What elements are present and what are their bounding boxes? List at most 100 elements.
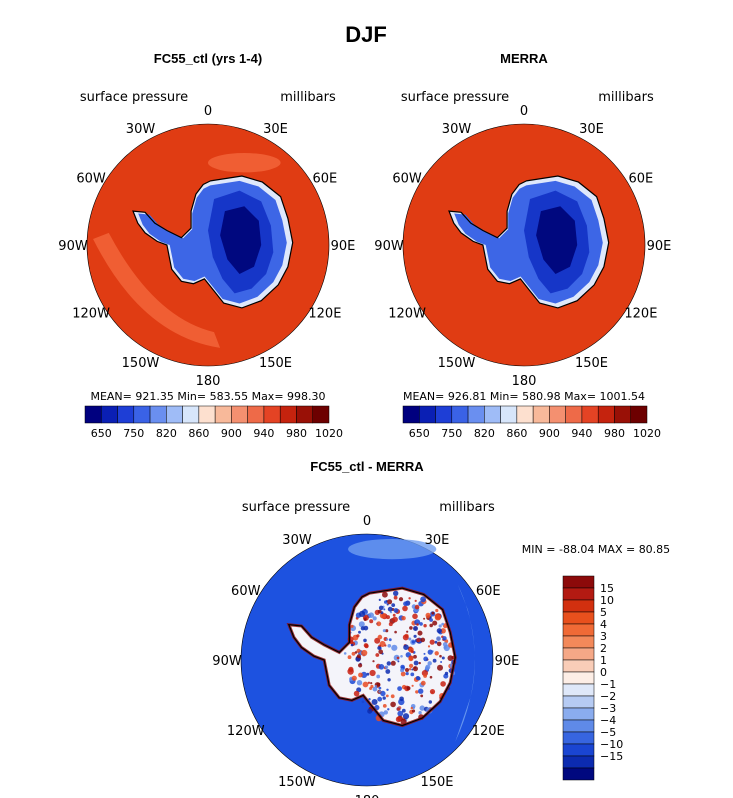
diff-speckle bbox=[382, 696, 386, 700]
diff-speckle bbox=[425, 612, 431, 619]
diff-speckle bbox=[393, 608, 399, 613]
diff-speckle bbox=[371, 699, 378, 705]
colorbar-cell bbox=[435, 405, 453, 424]
diff-speckle bbox=[393, 590, 399, 596]
colorbar-tick-label: 820 bbox=[156, 427, 177, 440]
coastline bbox=[132, 175, 294, 309]
diff-speckle bbox=[351, 675, 357, 681]
diff-speckle bbox=[383, 608, 386, 611]
lon-label-60e: 60E bbox=[476, 584, 501, 599]
diff-speckle bbox=[396, 656, 400, 660]
diff-speckle bbox=[378, 686, 382, 690]
colorbar-tick-label: 940 bbox=[253, 427, 274, 440]
panel-diff: FC55_ctl - MERRA surface pressure millibar… bbox=[240, 459, 670, 787]
colorbar-cell bbox=[562, 659, 595, 673]
diff-speckle bbox=[408, 668, 412, 671]
diff-speckle bbox=[353, 690, 360, 697]
diff-speckle bbox=[427, 649, 433, 655]
colorbar-tick-label: 2 bbox=[600, 642, 607, 655]
diff-speckle bbox=[429, 639, 435, 645]
colorbar-cell bbox=[562, 623, 595, 637]
diff-speckle bbox=[358, 621, 365, 628]
diff-speckle bbox=[406, 686, 411, 691]
diff-speckle bbox=[441, 656, 445, 660]
diff-speckle bbox=[391, 644, 398, 651]
colorbar-tick-label: 4 bbox=[600, 618, 607, 631]
diff-speckle bbox=[412, 613, 418, 620]
colorbar-cell bbox=[198, 405, 216, 424]
lon-label-90w: 90W bbox=[374, 239, 404, 254]
diff-speckle bbox=[385, 629, 389, 633]
diff-speckle bbox=[388, 622, 393, 627]
lon-label-120w: 120W bbox=[72, 307, 110, 322]
lon-label-120e: 120E bbox=[308, 307, 341, 322]
colorbar-cell bbox=[562, 635, 595, 649]
diff-speckle bbox=[401, 616, 406, 621]
diff-speckle bbox=[397, 710, 404, 717]
lon-label-30w: 30W bbox=[442, 122, 472, 137]
diff-speckle bbox=[394, 630, 397, 634]
lon-label-30w: 30W bbox=[282, 533, 312, 548]
colorbar-tick-label: 750 bbox=[441, 427, 462, 440]
diff-speckle bbox=[358, 630, 361, 634]
diff-speckle bbox=[378, 690, 382, 693]
colorbar-cell bbox=[562, 683, 595, 697]
diff-speckle bbox=[429, 618, 433, 622]
colorbar-cell bbox=[614, 405, 631, 424]
diff-speckle bbox=[401, 708, 406, 713]
colorbar-tick-label: 15 bbox=[600, 582, 614, 595]
diff-speckle bbox=[356, 654, 361, 659]
lon-label-120w: 120W bbox=[227, 724, 265, 739]
diff-speckle bbox=[390, 701, 396, 708]
diff-speckle bbox=[442, 636, 447, 641]
diff-speckle bbox=[361, 700, 365, 704]
diff-speckle bbox=[366, 672, 370, 676]
lon-label-180: 180 bbox=[196, 374, 221, 389]
diff-speckle bbox=[428, 700, 432, 704]
lon-label-60w: 60W bbox=[231, 584, 261, 599]
colorbar-tick-label: −4 bbox=[600, 714, 616, 727]
colorbar-cell bbox=[562, 755, 595, 769]
diff-speckle bbox=[372, 616, 377, 621]
diff-speckle bbox=[382, 629, 386, 633]
colorbar-tick-label: 980 bbox=[286, 427, 307, 440]
colorbar-cell bbox=[263, 405, 281, 424]
diff-speckle bbox=[362, 681, 369, 688]
diff-speckle bbox=[420, 694, 424, 698]
diff-speckle bbox=[437, 664, 443, 671]
diff-speckle bbox=[444, 671, 449, 676]
diff-speckle bbox=[432, 658, 437, 663]
colorbar-cell bbox=[562, 719, 595, 733]
colorbar-cell bbox=[597, 405, 615, 424]
lon-label-90e: 90E bbox=[647, 239, 672, 254]
diff-speckle bbox=[343, 652, 347, 655]
lon-label-120e: 120E bbox=[624, 307, 657, 322]
colorbar-cell bbox=[247, 405, 265, 424]
colorbar-tick-label: 650 bbox=[91, 427, 112, 440]
coastline bbox=[448, 175, 610, 309]
colorbar-cell bbox=[84, 405, 102, 424]
panel-obs: MERRA surface pressure millibars MEAN= 926.… bbox=[401, 51, 661, 440]
diff-speckle bbox=[376, 674, 381, 679]
colorbar-tick-label: 860 bbox=[188, 427, 209, 440]
colorbar-cell bbox=[562, 671, 595, 685]
lon-label-90w: 90W bbox=[58, 239, 88, 254]
colorbar-tick-label: −15 bbox=[600, 750, 623, 763]
diff-speckle bbox=[374, 685, 377, 688]
colorbar-tick-label: 750 bbox=[123, 427, 144, 440]
diff-speckle bbox=[389, 611, 393, 614]
diff-speckle bbox=[347, 655, 352, 660]
diff-speckle bbox=[443, 644, 450, 652]
diff-speckle bbox=[363, 638, 367, 643]
colorbar-tick-label: −5 bbox=[600, 726, 616, 739]
diff-speckle bbox=[418, 688, 424, 694]
diff-speckle bbox=[360, 626, 365, 631]
diff-speckle bbox=[435, 608, 439, 613]
diff-speckle bbox=[413, 666, 417, 669]
diff-speckle bbox=[358, 663, 363, 668]
colorbar-tick-label: 1020 bbox=[633, 427, 661, 440]
diff-speckle bbox=[383, 710, 388, 715]
colorbar-cell bbox=[149, 405, 167, 424]
diff-speckle bbox=[379, 612, 386, 619]
